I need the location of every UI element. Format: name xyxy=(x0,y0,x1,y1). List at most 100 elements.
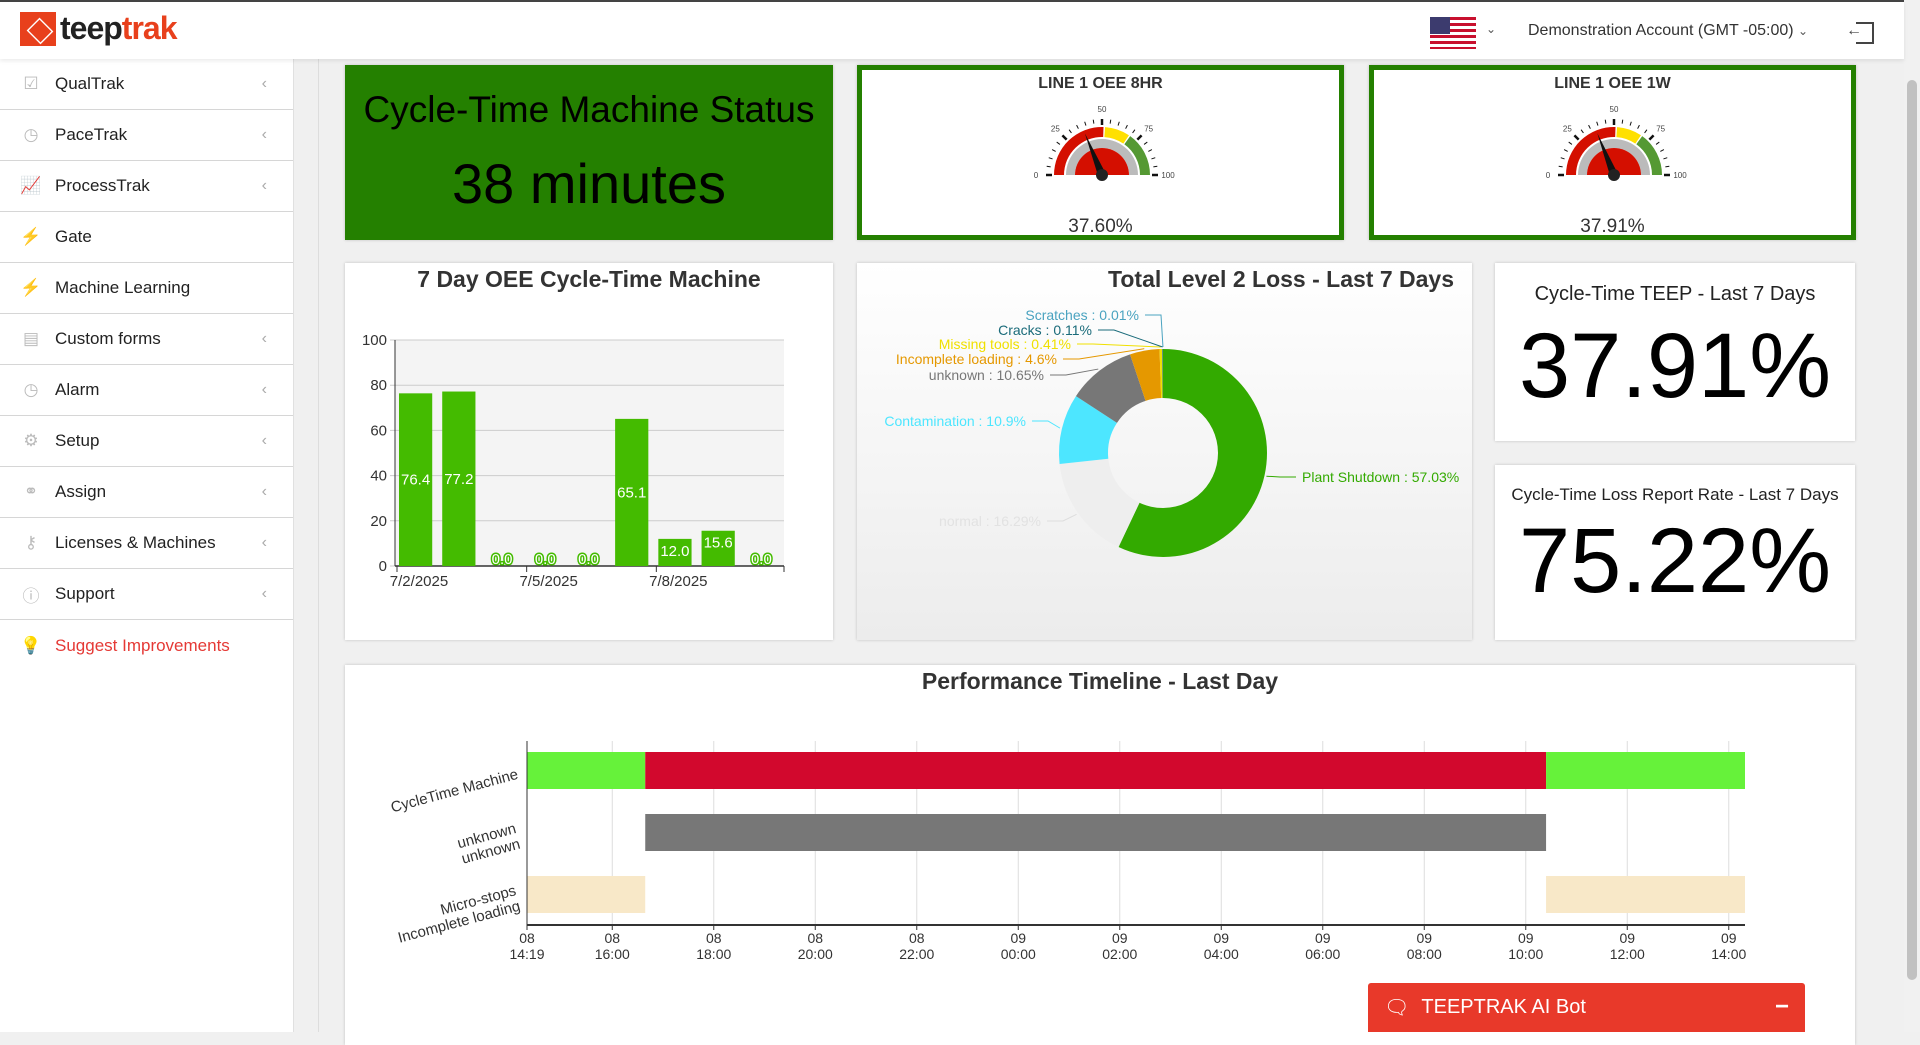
timeline-segment xyxy=(527,752,645,789)
gauge-tick xyxy=(1049,158,1053,159)
x-tick-day: 09 xyxy=(1213,930,1229,946)
status-value: 38 minutes xyxy=(345,151,833,216)
chevron-left-icon: ‹ xyxy=(262,330,267,348)
slice-label: Incomplete loading : 4.6% xyxy=(896,351,1057,367)
x-tick-day: 08 xyxy=(519,930,535,946)
leader-line xyxy=(1077,344,1161,347)
gauge-tick xyxy=(1093,120,1094,124)
gauge-tick xyxy=(1057,142,1060,144)
bar-value-label: 0.0 xyxy=(492,551,513,568)
chevron-down-icon[interactable]: ⌄ xyxy=(1486,22,1496,36)
sidebar-item-suggest-improvements[interactable]: 💡Suggest Improvements xyxy=(0,620,293,671)
gauge-tick-label: 25 xyxy=(1563,124,1572,133)
scrollbar-thumb[interactable] xyxy=(1907,80,1917,980)
sidebar-item-machine-learning[interactable]: ⚡Machine Learning xyxy=(0,263,293,314)
scrollbar[interactable] xyxy=(1904,0,1920,1032)
row-label-line: CycleTime Machine xyxy=(389,766,520,816)
x-tick-day: 09 xyxy=(1721,930,1737,946)
x-tick-time: 20:00 xyxy=(798,946,833,962)
slice-label: unknown : 10.65% xyxy=(929,367,1044,383)
sidebar-item-licenses-machines[interactable]: ⚷Licenses & Machines‹ xyxy=(0,518,293,569)
gauge-tick-label: 0 xyxy=(1034,171,1039,180)
timeline-segment xyxy=(1546,752,1745,789)
gauge-tick xyxy=(1133,130,1135,133)
gauge-tick xyxy=(1597,122,1598,126)
x-tick-time: 22:00 xyxy=(899,946,934,962)
gauge-needle-hub xyxy=(1096,169,1108,181)
x-tick-day: 09 xyxy=(1619,930,1635,946)
gauge-tick xyxy=(1077,125,1079,129)
y-tick-label: 0 xyxy=(379,558,387,575)
x-tick-time: 14:19 xyxy=(509,946,544,962)
x-tick-time: 12:00 xyxy=(1610,946,1645,962)
x-tick-time: 06:00 xyxy=(1305,946,1340,962)
kpi-value: 37.91% xyxy=(1495,314,1855,419)
sidebar-item-label: Licenses & Machines xyxy=(55,533,216,553)
x-tick-day: 08 xyxy=(807,930,823,946)
sidebar-item-label: PaceTrak xyxy=(55,125,127,145)
leader-line xyxy=(1266,476,1296,477)
sidebar-item-gate[interactable]: ⚡Gate xyxy=(0,212,293,263)
sidebar-item-custom-forms[interactable]: ▤Custom forms‹ xyxy=(0,314,293,365)
sidebar-item-assign[interactable]: ⚭Assign‹ xyxy=(0,467,293,518)
loss-donut-card: Total Level 2 Loss - Last 7 Days Plant S… xyxy=(857,263,1472,640)
sidebar-item-label: Support xyxy=(55,584,115,604)
gauge-tick xyxy=(1581,130,1583,133)
gauge-tick xyxy=(1153,166,1157,167)
key-icon: ⚷ xyxy=(20,533,42,553)
divider xyxy=(318,59,319,1032)
y-tick-label: 60 xyxy=(370,422,387,439)
bar-value-label: 0.0 xyxy=(751,551,772,568)
y-tick-label: 40 xyxy=(370,468,387,485)
account-selector[interactable]: Demonstration Account (GMT -05:00) ⌄ xyxy=(1528,22,1808,40)
info-icon: ⓘ xyxy=(20,582,42,607)
x-tick-day: 09 xyxy=(1010,930,1026,946)
chevron-left-icon: ‹ xyxy=(262,177,267,195)
sidebar-item-setup[interactable]: ⚙ Setup ‹ xyxy=(0,416,293,467)
leader-line xyxy=(1032,421,1060,428)
check-square-icon: ☑ xyxy=(20,74,42,94)
gauge-tick xyxy=(1630,122,1631,126)
sidebar-item-label: Custom forms xyxy=(55,329,161,349)
sidebar-item-processtrak[interactable]: 📈ProcessTrak‹ xyxy=(0,161,293,212)
clock-icon: ◷ xyxy=(20,125,42,145)
sidebar-item-pacetrak[interactable]: ◷PaceTrak‹ xyxy=(0,110,293,161)
x-tick-day: 08 xyxy=(706,930,722,946)
gauge-tick xyxy=(1047,166,1051,167)
timeline-segment xyxy=(645,814,1546,851)
lightbulb-icon: 💡 xyxy=(20,636,42,656)
timeline-segment xyxy=(527,876,645,913)
gauge-tick xyxy=(1574,135,1578,139)
gauge-tick xyxy=(1649,135,1653,139)
chevron-left-icon: ‹ xyxy=(262,432,267,450)
sidebar-item-qualtrak[interactable]: ☑QualTrak‹ xyxy=(0,59,293,110)
bar-value-label: 77.2 xyxy=(444,471,473,488)
chevron-left-icon: ‹ xyxy=(262,381,267,399)
clock-icon: ◷ xyxy=(20,380,42,400)
gauge-tick xyxy=(1564,150,1568,152)
kpi-title: Cycle-Time Loss Report Rate - Last 7 Day… xyxy=(1495,485,1855,505)
gauge-value: 37.91% xyxy=(1374,216,1851,238)
us-flag-icon[interactable] xyxy=(1430,17,1476,49)
gauge-tick xyxy=(1561,158,1565,159)
gauge-tick xyxy=(1137,135,1141,139)
line-chart-icon: 📈 xyxy=(20,176,42,196)
chat-icon: 🗨 xyxy=(1384,995,1409,1020)
sidebar-item-label: Setup xyxy=(55,431,99,451)
y-tick-label: 100 xyxy=(362,332,387,349)
minimize-icon[interactable]: − xyxy=(1775,993,1789,1021)
slice-label: Scratches : 0.01% xyxy=(1025,307,1139,323)
x-tick-label: 7/8/2025 xyxy=(649,573,707,590)
x-tick-time: 14:00 xyxy=(1711,946,1746,962)
sidebar-item-alarm[interactable]: ◷Alarm‹ xyxy=(0,365,293,416)
slice-label: Plant Shutdown : 57.03% xyxy=(1302,469,1459,485)
logout-icon[interactable] xyxy=(1856,22,1874,44)
teep-kpi-card: Cycle-Time TEEP - Last 7 Days 37.91% xyxy=(1495,263,1855,441)
gear-icon: ⚙ xyxy=(20,431,42,451)
ai-bot-button[interactable]: 🗨TEEPTRAK AI Bot− xyxy=(1368,983,1805,1032)
